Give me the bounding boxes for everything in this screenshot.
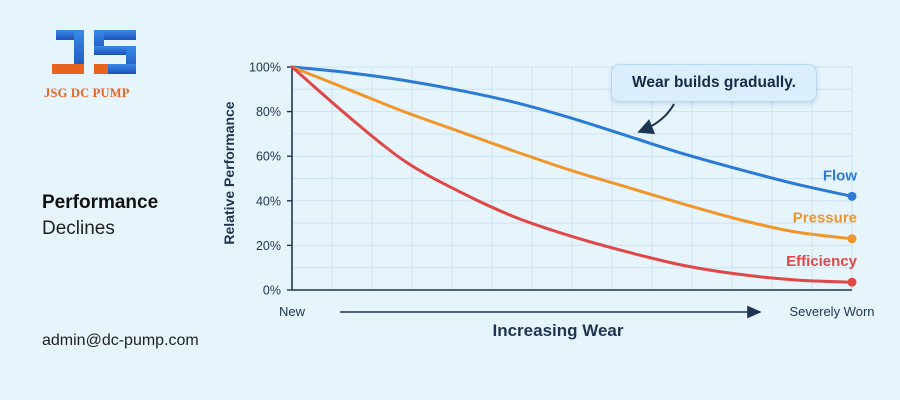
y-tick-label: 100% — [249, 61, 281, 75]
series-line-pressure — [290, 65, 854, 241]
y-axis-label: Relative Performance — [221, 101, 237, 244]
callout-arrow — [637, 103, 675, 135]
y-tick-label: 60% — [256, 150, 281, 164]
series-endpoint-pressure — [847, 234, 857, 244]
logo-mark-icon — [52, 30, 136, 74]
headline-sub: Declines — [42, 218, 115, 239]
headline-strong: Performance — [42, 192, 159, 213]
x-tick-label-worn: Severely Worn — [789, 304, 874, 319]
series-line-efficiency — [290, 65, 854, 284]
callout-annotation: Wear builds gradually. — [611, 64, 817, 102]
series-label-pressure: Pressure — [793, 210, 857, 227]
y-tick-label: 0% — [263, 284, 281, 298]
y-tick-label: 40% — [256, 194, 281, 208]
brand-logo: JSG DC PUMP — [44, 26, 144, 106]
y-tick-label: 20% — [256, 239, 281, 253]
x-axis-label: Increasing Wear — [492, 321, 623, 340]
series-line-flow — [290, 65, 854, 198]
series-label-efficiency: Efficiency — [786, 253, 858, 270]
y-tick-label: 80% — [256, 105, 281, 119]
y-ticks: 0% 20% 40% 60% 80% 100% — [249, 61, 292, 298]
series-label-flow: Flow — [823, 167, 857, 184]
x-tick-label-new: New — [279, 304, 306, 319]
contact-email[interactable]: admin@dc-pump.com — [42, 332, 199, 349]
series: Flow Pressure Efficiency — [290, 65, 858, 287]
headline: Performance Declines — [42, 190, 158, 242]
series-endpoint-efficiency — [847, 277, 857, 287]
grid — [292, 66, 853, 290]
series-endpoint-flow — [847, 191, 857, 201]
brand-name: JSG DC PUMP — [44, 86, 130, 100]
